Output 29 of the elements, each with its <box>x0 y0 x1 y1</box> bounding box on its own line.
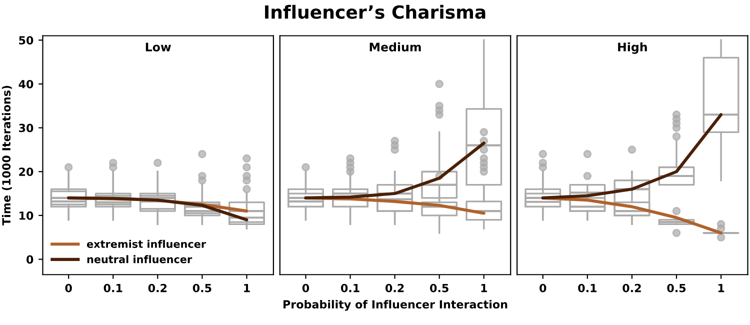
text: Influencer’s Charisma <box>265 4 486 19</box>
x-tick-label: 0 <box>65 284 72 292</box>
legend-label: neutral influencer <box>87 255 192 264</box>
x-tick-label: 1 <box>481 284 487 292</box>
y-axis-title: Time (1000 Iterations) <box>2 86 12 226</box>
x-tick-label: 0.5 <box>667 284 686 292</box>
x-tick-label: 0 <box>302 284 310 292</box>
x-tick-label: 0.2 <box>148 284 167 292</box>
y-tick-label: 0 <box>26 255 34 264</box>
text: High <box>618 42 647 54</box>
x-tick-label: 0.5 <box>192 284 212 292</box>
x-tick-label: 1 <box>718 284 724 292</box>
chart-title: Medium <box>370 42 421 52</box>
x-tick-label: 0.2 <box>385 284 404 292</box>
x-tick-label: 0 <box>540 284 546 292</box>
x-tick-label: 0.2 <box>622 284 641 292</box>
y-tick-label: 40 <box>18 80 34 88</box>
legend-label: extremist influencer <box>86 240 206 248</box>
chart-title: Low <box>146 42 171 52</box>
y-tick-label: 50 <box>19 36 34 45</box>
y-tick-label: 10 <box>20 211 34 220</box>
x-tick-label: 0.1 <box>104 284 122 292</box>
x-axis-title: Probability of Influencer Interaction <box>284 300 508 311</box>
x-tick-label: 1 <box>244 284 250 292</box>
x-tick-label: 0.5 <box>430 284 448 292</box>
x-tick-label: 0.1 <box>340 284 360 292</box>
y-tick-label: 20 <box>19 168 34 176</box>
y-tick-label: 30 <box>19 124 34 132</box>
x-tick-label: 0.1 <box>578 284 596 292</box>
